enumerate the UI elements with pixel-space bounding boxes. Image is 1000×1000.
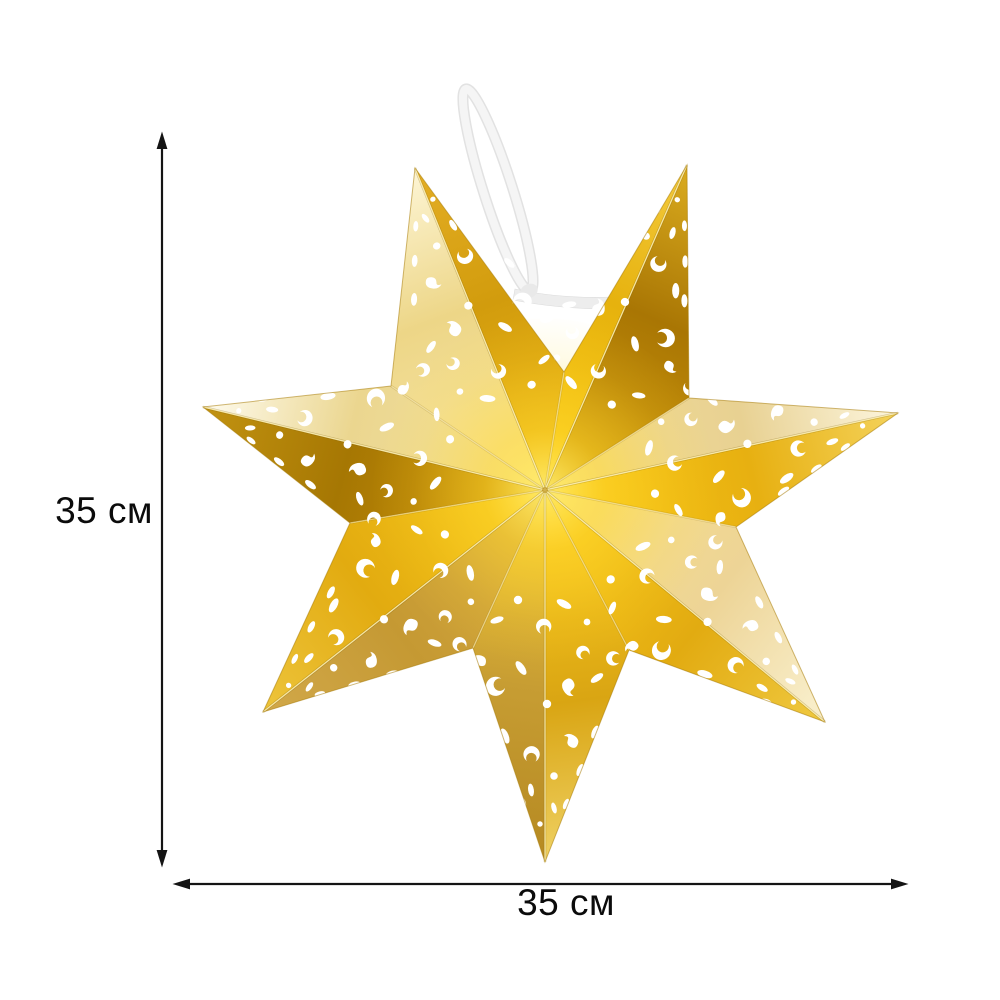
center-vertex [542,487,548,493]
gold-star [201,163,900,864]
hanging-cord [457,83,613,310]
arrow-left-icon [172,878,190,890]
arrow-right-icon [891,878,909,890]
height-dimension-arrow [156,131,168,868]
height-dimension-label: 35 см [55,490,153,531]
width-dimension-arrow [172,878,909,890]
star-outline [201,163,900,864]
arrow-up-icon [156,131,168,149]
valley-creases [349,371,737,651]
ridge-highlights [202,164,899,862]
width-dimension-label: 35 см [517,882,615,923]
arrow-down-icon [156,850,168,868]
